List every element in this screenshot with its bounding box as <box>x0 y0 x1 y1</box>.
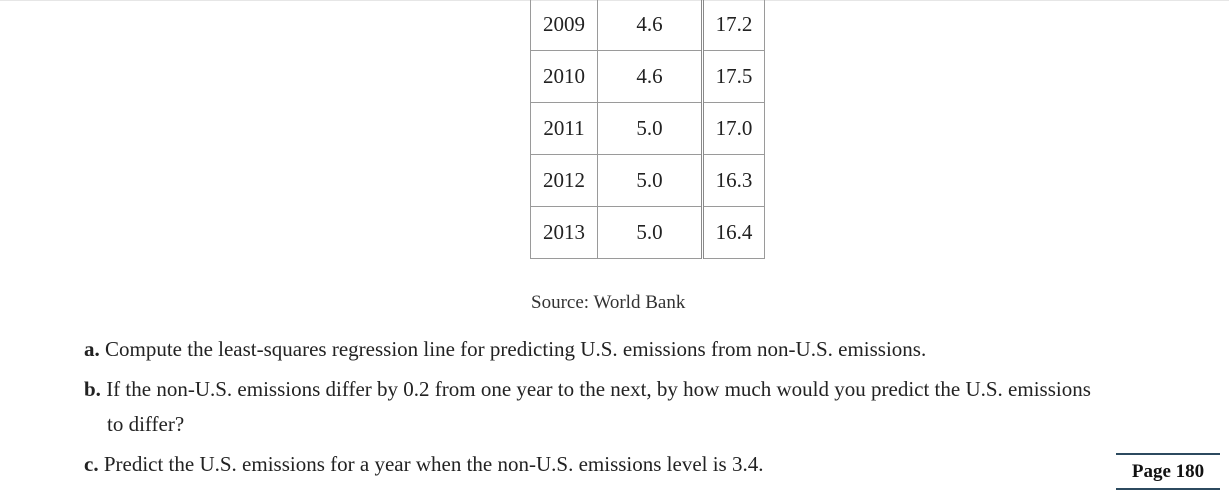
us-emissions-cell: 17.5 <box>701 50 765 103</box>
table-row: 2012 5.0 16.3 <box>530 154 765 207</box>
question-a-text: Compute the least-squares regression lin… <box>105 337 927 361</box>
question-c-text: Predict the U.S. emissions for a year wh… <box>103 452 764 476</box>
emissions-table: 2009 4.6 17.2 2010 4.6 17.5 2011 5.0 17.… <box>530 0 765 259</box>
question-c-label: c. <box>84 452 99 476</box>
us-emissions-cell: 17.2 <box>701 0 765 51</box>
table-row: 2009 4.6 17.2 <box>530 0 765 51</box>
non-us-emissions-cell: 4.6 <box>597 0 703 51</box>
question-b: b. If the non-U.S. emissions differ by 0… <box>84 377 1091 401</box>
non-us-emissions-cell: 4.6 <box>597 50 703 103</box>
non-us-emissions-cell: 5.0 <box>597 206 703 259</box>
table-row: 2010 4.6 17.5 <box>530 50 765 103</box>
table-row: 2013 5.0 16.4 <box>530 206 765 259</box>
question-c: c. Predict the U.S. emissions for a year… <box>84 452 763 476</box>
year-cell: 2009 <box>530 0 598 51</box>
question-a-label: a. <box>84 337 100 361</box>
year-cell: 2012 <box>530 154 598 207</box>
non-us-emissions-cell: 5.0 <box>597 102 703 155</box>
table-row: 2011 5.0 17.0 <box>530 102 765 155</box>
year-cell: 2010 <box>530 50 598 103</box>
year-cell: 2013 <box>530 206 598 259</box>
us-emissions-cell: 16.4 <box>701 206 765 259</box>
us-emissions-cell: 17.0 <box>701 102 765 155</box>
question-b-label: b. <box>84 377 101 401</box>
year-cell: 2011 <box>530 102 598 155</box>
us-emissions-cell: 16.3 <box>701 154 765 207</box>
page-number-badge: Page 180 <box>1116 453 1220 490</box>
non-us-emissions-cell: 5.0 <box>597 154 703 207</box>
question-b-continuation: to differ? <box>107 412 185 436</box>
question-b-text: If the non-U.S. emissions differ by 0.2 … <box>106 377 1091 401</box>
table-source: Source: World Bank <box>531 292 686 313</box>
question-a: a. Compute the least-squares regression … <box>84 337 926 361</box>
